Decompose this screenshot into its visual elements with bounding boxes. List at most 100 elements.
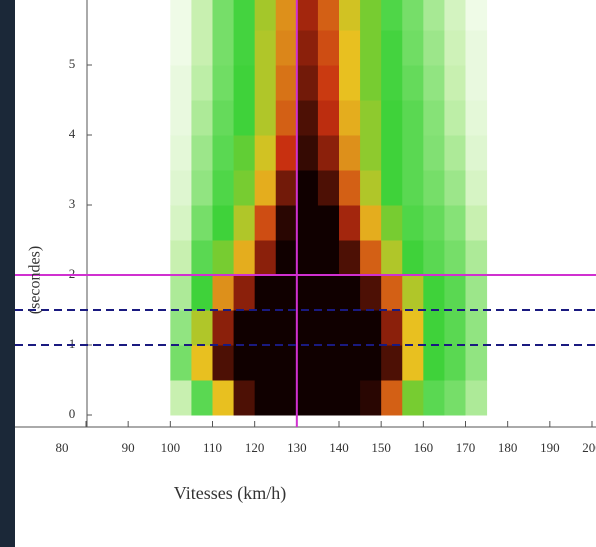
heat-cell <box>212 380 235 416</box>
heat-cell <box>233 205 256 241</box>
heat-cell <box>296 345 319 381</box>
heat-cell <box>317 205 340 241</box>
heat-cell <box>444 65 466 101</box>
heat-cell <box>381 310 403 346</box>
heat-cell <box>423 310 445 346</box>
x-tick-label: 90 <box>122 440 135 455</box>
heat-cell <box>444 170 466 206</box>
heat-cell <box>317 170 340 206</box>
y-tick-label: 0 <box>69 406 76 421</box>
heat-cell <box>402 240 424 276</box>
heat-cell <box>402 30 424 66</box>
heat-cell <box>423 275 445 311</box>
heat-cell <box>465 310 488 346</box>
heat-cell <box>254 380 277 416</box>
x-tick-label: 200 <box>582 440 596 455</box>
heat-cell <box>170 345 192 381</box>
heat-cell <box>170 0 192 31</box>
heat-cell <box>360 30 382 66</box>
heat-cell <box>423 0 445 31</box>
heat-cell <box>402 65 424 101</box>
x-axis-label: Vitesses (km/h) <box>174 483 286 504</box>
heat-cell <box>191 0 213 31</box>
heat-cell <box>191 30 213 66</box>
heat-cell <box>191 345 213 381</box>
heat-cell <box>402 205 424 241</box>
heat-cell <box>339 310 361 346</box>
heat-cell <box>170 100 192 136</box>
heat-cell <box>233 240 256 276</box>
heat-cell <box>360 345 382 381</box>
heat-cell <box>317 380 340 416</box>
heat-cell <box>233 65 256 101</box>
heat-cell <box>254 0 277 31</box>
heat-cell <box>423 345 445 381</box>
heat-cell <box>233 380 256 416</box>
heat-cell <box>381 135 403 171</box>
x-tick-label: 80 <box>56 440 69 455</box>
x-tick-label: 170 <box>456 440 476 455</box>
heat-cell <box>360 310 382 346</box>
heat-cell <box>212 275 235 311</box>
heat-cell <box>423 65 445 101</box>
heat-cell <box>191 65 213 101</box>
heat-cell <box>212 345 235 381</box>
y-axis-label: (secondes) <box>27 246 44 314</box>
heat-cell <box>275 345 298 381</box>
heat-cell <box>170 240 192 276</box>
heat-cell <box>296 380 319 416</box>
heat-cell <box>212 65 235 101</box>
heat-cell <box>233 135 256 171</box>
heat-cell <box>296 310 319 346</box>
heat-cell <box>402 345 424 381</box>
heat-cell <box>423 170 445 206</box>
heat-cell <box>170 65 192 101</box>
heat-cell <box>254 205 277 241</box>
heat-cell <box>254 170 277 206</box>
heat-cell <box>465 30 488 66</box>
heat-cell <box>339 0 361 31</box>
heat-cell <box>296 100 319 136</box>
heat-cell <box>191 380 213 416</box>
heat-cell <box>275 100 298 136</box>
heat-cell <box>402 135 424 171</box>
heat-cell <box>339 170 361 206</box>
heat-cell <box>191 205 213 241</box>
heat-cell <box>170 205 192 241</box>
heat-cell <box>296 170 319 206</box>
heat-cell <box>444 135 466 171</box>
heat-cell <box>170 310 192 346</box>
heat-cell <box>212 30 235 66</box>
x-tick-label: 190 <box>540 440 560 455</box>
heat-cell <box>360 205 382 241</box>
heat-cell <box>381 345 403 381</box>
x-tick-label: 120 <box>245 440 265 455</box>
x-tick-label: 100 <box>161 440 181 455</box>
heat-cell <box>423 30 445 66</box>
heat-cell <box>465 240 488 276</box>
heat-cell <box>339 30 361 66</box>
heat-cell <box>254 100 277 136</box>
heat-cell <box>339 275 361 311</box>
heat-cell <box>317 345 340 381</box>
y-tick-label: 3 <box>69 196 76 211</box>
heat-cell <box>381 170 403 206</box>
heat-cell <box>465 380 488 416</box>
heat-cell <box>254 275 277 311</box>
heat-cell <box>465 170 488 206</box>
x-tick-label: 180 <box>498 440 518 455</box>
heat-cell <box>360 380 382 416</box>
heat-cell <box>212 240 235 276</box>
heat-cell <box>339 380 361 416</box>
heat-cell <box>191 310 213 346</box>
heat-cell <box>381 380 403 416</box>
heat-cell <box>360 65 382 101</box>
heat-cell <box>402 170 424 206</box>
heat-cell <box>465 275 488 311</box>
heat-cell <box>402 275 424 311</box>
heat-cell <box>170 170 192 206</box>
heat-cell <box>296 30 319 66</box>
heat-cell <box>339 65 361 101</box>
heat-cell <box>191 170 213 206</box>
